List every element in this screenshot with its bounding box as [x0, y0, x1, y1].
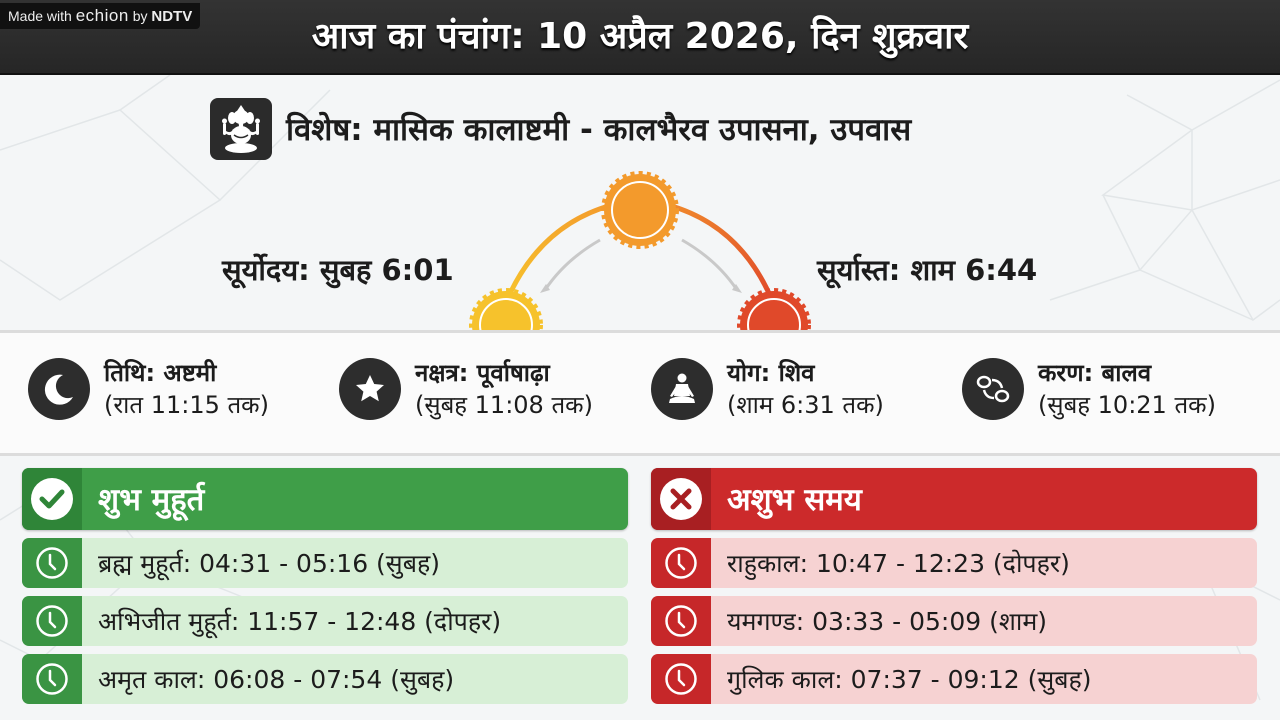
sun-arc-graphic — [469, 171, 811, 330]
clock-icon — [651, 596, 711, 646]
auspicious-row: अभिजीत मुहूर्त: 11:57 - 12:48 (दोपहर) — [22, 596, 628, 646]
clock-icon — [22, 654, 82, 704]
tithi-until: (रात 11:15 तक) — [104, 391, 269, 419]
inauspicious-header: अशुभ समय — [651, 468, 1257, 530]
auspicious-row: अमृत काल: 06:08 - 07:54 (सुबह) — [22, 654, 628, 704]
tithi-item: तिथि: अष्टमी (रात 11:15 तक) — [28, 357, 269, 421]
nakshatra-until: (सुबह 11:08 तक) — [415, 391, 593, 419]
nakshatra-title: नक्षत्र: पूर्वाषाढ़ा — [415, 359, 550, 387]
clock-icon — [651, 654, 711, 704]
yamaganda: यमगण्ड: 03:33 - 05:09 (शाम) — [727, 607, 1048, 636]
cross-circle-icon — [651, 468, 711, 530]
page-title: आज का पंचांग: 10 अप्रैल 2026, दिन शुक्रव… — [311, 16, 969, 57]
inauspicious-panel: अशुभ समय राहुकाल: 10:47 - 12:23 (दोपहर) … — [651, 468, 1257, 704]
star-icon — [339, 358, 401, 420]
watermark-by: by — [132, 8, 148, 24]
special-banner: विशेष: मासिक कालाष्टमी - कालभैरव उपासना,… — [210, 97, 911, 161]
watermark-org: NDTV — [151, 8, 193, 25]
yoga-item: योग: शिव (शाम 6:31 तक) — [651, 357, 884, 421]
sun-path-section: सूर्योदय: सुबह 6:01 सूर्यास्त: शाम 6:44 — [0, 165, 1280, 330]
yoga-until: (शाम 6:31 तक) — [727, 391, 884, 419]
sunrise-time: सूर्योदय: सुबह 6:01 — [222, 253, 454, 287]
inauspicious-row: गुलिक काल: 07:37 - 09:12 (सुबह) — [651, 654, 1257, 704]
karan-title: करण: बालव — [1038, 359, 1152, 387]
clock-icon — [22, 538, 82, 588]
moon-icon — [28, 358, 90, 420]
noon-sun-icon — [601, 171, 679, 249]
sunset-time: सूर्यास्त: शाम 6:44 — [817, 253, 1038, 287]
header-bar: Made with echion by NDTV आज का पंचांग: 1… — [0, 0, 1280, 75]
karan-until: (सुबह 10:21 तक) — [1038, 391, 1216, 419]
sunrise-sun-icon — [469, 288, 543, 330]
inauspicious-title: अशुभ समय — [727, 482, 862, 518]
gulik-kaal: गुलिक काल: 07:37 - 09:12 (सुबह) — [727, 665, 1092, 694]
inauspicious-row: यमगण्ड: 03:33 - 05:09 (शाम) — [651, 596, 1257, 646]
rahukaal: राहुकाल: 10:47 - 12:23 (दोपहर) — [727, 549, 1070, 578]
auspicious-header: शुभ मुहूर्त — [22, 468, 628, 530]
brahma-muhurat: ब्रह्म मुहूर्त: 04:31 - 05:16 (सुबह) — [98, 549, 441, 578]
inauspicious-row: राहुकाल: 10:47 - 12:23 (दोपहर) — [651, 538, 1257, 588]
clock-icon — [22, 596, 82, 646]
nakshatra-item: नक्षत्र: पूर्वाषाढ़ा (सुबह 11:08 तक) — [339, 357, 593, 421]
tithi-title: तिथि: अष्टमी — [104, 359, 217, 387]
auspicious-panel: शुभ मुहूर्त ब्रह्म मुहूर्त: 04:31 - 05:1… — [22, 468, 628, 704]
echion-watermark[interactable]: Made with echion by NDTV — [0, 3, 201, 29]
karan-link-icon — [962, 358, 1024, 420]
clock-icon — [651, 538, 711, 588]
panchang-info-band: तिथि: अष्टमी (रात 11:15 तक) नक्षत्र: पूर… — [0, 330, 1280, 456]
ganesha-icon — [210, 98, 272, 160]
abhijit-muhurat: अभिजीत मुहूर्त: 11:57 - 12:48 (दोपहर) — [98, 607, 502, 636]
special-text: विशेष: मासिक कालाष्टमी - कालभैरव उपासना,… — [286, 112, 912, 148]
auspicious-title: शुभ मुहूर्त — [98, 482, 205, 518]
auspicious-row: ब्रह्म मुहूर्त: 04:31 - 05:16 (सुबह) — [22, 538, 628, 588]
check-circle-icon — [22, 468, 82, 530]
watermark-prefix: Made with — [8, 8, 72, 24]
amrit-kaal: अमृत काल: 06:08 - 07:54 (सुबह) — [98, 665, 455, 694]
sunset-sun-icon — [737, 288, 811, 330]
meditation-icon — [651, 358, 713, 420]
watermark-brand: echion — [75, 6, 129, 25]
yoga-title: योग: शिव — [727, 359, 815, 387]
karan-item: करण: बालव (सुबह 10:21 तक) — [962, 357, 1216, 421]
